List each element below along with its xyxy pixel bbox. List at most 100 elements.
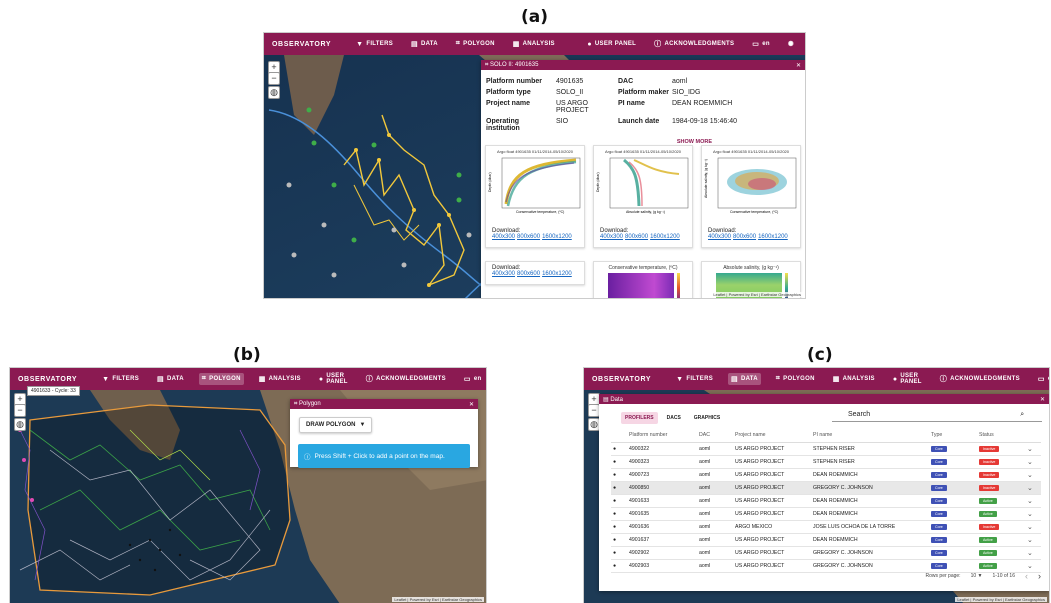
nav-analysis[interactable]: ▦ ANALYSIS xyxy=(258,376,301,383)
expand-chevron-icon[interactable]: ⌄ xyxy=(1025,481,1041,495)
nav-acknowledgments[interactable]: ⓘ ACKNOWLEDGMENTS xyxy=(654,41,735,48)
tab-dacs[interactable]: DACS xyxy=(666,415,681,421)
nav-filters[interactable]: ▼ FILTERS xyxy=(102,375,140,383)
nav-polygon[interactable]: ⌗ POLYGON xyxy=(455,40,495,47)
location-pin-icon[interactable]: ● xyxy=(611,546,627,560)
location-pin-icon[interactable]: ● xyxy=(611,494,627,508)
brand[interactable]: OBSERVATORY xyxy=(592,375,652,383)
nav-filters[interactable]: ▼ FILTERS xyxy=(676,375,714,383)
col-pi-name[interactable]: PI name xyxy=(811,428,929,443)
tab-profilers[interactable]: PROFILERS xyxy=(621,412,658,424)
location-pin-icon[interactable]: ● xyxy=(611,507,627,521)
nav-analysis[interactable]: ▦ ANALYSIS xyxy=(512,41,555,48)
download-400[interactable]: 400x300 xyxy=(492,271,516,277)
table-row[interactable]: ● 4900322 aoml US ARGO PROJECT STEPHEN RISER… xyxy=(611,442,1041,456)
col-project-name[interactable]: Project name xyxy=(733,428,811,443)
brand[interactable]: OBSERVATORY xyxy=(272,40,332,48)
download-1600[interactable]: 1600x1200 xyxy=(758,234,788,240)
location-pin-icon[interactable]: ● xyxy=(611,468,627,482)
expand-chevron-icon[interactable]: ⌄ xyxy=(1025,468,1041,482)
map-attribution[interactable]: Leaflet | Powered by Esri | Earthstar Ge… xyxy=(955,597,1047,602)
status-badge: Active xyxy=(979,563,997,569)
analysis-icon: ▦ xyxy=(832,376,840,383)
zoom-out-button[interactable]: − xyxy=(268,72,280,85)
download-1600[interactable]: 1600x1200 xyxy=(542,271,572,277)
prev-page-icon[interactable]: ‹ xyxy=(1025,571,1028,581)
cell-project: US ARGO PROJECT xyxy=(733,468,811,482)
tab-graphics[interactable]: GRAPHICS xyxy=(693,415,721,421)
nav-user-panel[interactable]: ● USER PANEL xyxy=(318,373,348,385)
search-input[interactable]: Search ⌕ xyxy=(832,411,1042,422)
nav-data[interactable]: ▤ DATA xyxy=(728,373,761,385)
colorbar xyxy=(677,273,680,298)
layers-icon[interactable]: ◍ xyxy=(268,86,280,99)
col-platform-number[interactable]: Platform number xyxy=(627,428,697,443)
download-800[interactable]: 800x600 xyxy=(517,234,541,240)
nav-language[interactable]: ▭en xyxy=(752,41,770,48)
expand-chevron-icon[interactable]: ⌄ xyxy=(1025,455,1041,469)
expand-chevron-icon[interactable]: ⌄ xyxy=(1025,507,1041,521)
nav-acknowledgments[interactable]: ⓘ ACKNOWLEDGMENTS xyxy=(365,376,446,383)
table-row[interactable]: ● 4901637 aoml US ARGO PROJECT DEAN ROEMMICH… xyxy=(611,533,1041,547)
location-pin-icon[interactable]: ● xyxy=(611,442,627,456)
next-page-icon[interactable]: › xyxy=(1038,571,1041,581)
show-more-button[interactable]: SHOW MORE xyxy=(676,139,712,145)
table-row[interactable]: ● 4900723 aoml US ARGO PROJECT DEAN ROEMMICH… xyxy=(611,468,1041,482)
download-400[interactable]: 400x300 xyxy=(492,234,516,240)
nav-settings[interactable]: ✺ xyxy=(785,38,797,50)
zoom-in-button[interactable]: + xyxy=(14,393,26,406)
rows-per-page-select[interactable]: 10 ▼ xyxy=(970,573,983,579)
close-icon[interactable]: ✕ xyxy=(795,62,801,69)
nav-acknowledgments[interactable]: ⓘ ACKNOWLEDGMENTS xyxy=(939,376,1020,383)
expand-chevron-icon[interactable]: ⌄ xyxy=(1025,546,1041,560)
nav-analysis[interactable]: ▦ ANALYSIS xyxy=(832,376,875,383)
nav-data[interactable]: ▤ DATA xyxy=(411,41,438,48)
table-row[interactable]: ● 4901633 aoml US ARGO PROJECT DEAN ROEMMICH… xyxy=(611,494,1041,508)
download-800[interactable]: 800x600 xyxy=(517,271,541,277)
table-row[interactable]: ● 4901635 aoml US ARGO PROJECT DEAN ROEMMICH… xyxy=(611,507,1041,521)
zoom-out-button[interactable]: − xyxy=(14,404,26,417)
expand-chevron-icon[interactable]: ⌄ xyxy=(1025,520,1041,534)
table-row[interactable]: ● 4901636 aoml ARGO MEXICO JOSE LUIS OCHOA D… xyxy=(611,520,1041,534)
close-icon[interactable]: ✕ xyxy=(468,401,474,408)
download-400[interactable]: 400x300 xyxy=(708,234,732,240)
location-pin-icon[interactable]: ● xyxy=(611,559,627,573)
location-pin-icon[interactable]: ● xyxy=(611,520,627,534)
cell-pi: DEAN ROEMMICH xyxy=(811,468,929,482)
download-1600[interactable]: 1600x1200 xyxy=(542,234,572,240)
download-400[interactable]: 400x300 xyxy=(600,234,624,240)
brand[interactable]: OBSERVATORY xyxy=(18,375,78,383)
download-800[interactable]: 800x600 xyxy=(733,234,757,240)
nav-filters[interactable]: ▼ FILTERS xyxy=(356,40,394,48)
expand-chevron-icon[interactable]: ⌄ xyxy=(1025,533,1041,547)
table-row[interactable]: ● 4902903 aoml US ARGO PROJECT GREGORY C. JO… xyxy=(611,559,1041,573)
nav-language[interactable]: ▭en xyxy=(463,376,482,383)
col-type[interactable]: Type xyxy=(929,428,977,443)
nav-language[interactable]: ▭en xyxy=(1035,373,1049,385)
location-pin-icon[interactable]: ● xyxy=(611,481,627,495)
table-row[interactable]: ● 4900323 aoml US ARGO PROJECT STEPHEN RISER… xyxy=(611,455,1041,469)
nav-user-panel[interactable]: ● USER PANEL xyxy=(587,40,637,48)
col-status[interactable]: Status xyxy=(977,428,1025,443)
location-pin-icon[interactable]: ● xyxy=(611,533,627,547)
layers-icon[interactable]: ◍ xyxy=(14,418,26,431)
map-attribution[interactable]: Leaflet | Powered by Esri | Earthstar Ge… xyxy=(711,292,803,297)
expand-chevron-icon[interactable]: ⌄ xyxy=(1025,559,1041,573)
location-pin-icon[interactable]: ● xyxy=(611,455,627,469)
nav-polygon[interactable]: ⌗ POLYGON xyxy=(775,375,815,382)
table-row[interactable]: ● 4900850 aoml US ARGO PROJECT GREGORY C. JO… xyxy=(611,481,1041,495)
download-800[interactable]: 800x600 xyxy=(625,234,649,240)
zoom-out-button[interactable]: − xyxy=(588,404,600,417)
col-dac[interactable]: DAC xyxy=(697,428,733,443)
nav-user-panel[interactable]: ● USER PANEL xyxy=(892,373,922,385)
expand-chevron-icon[interactable]: ⌄ xyxy=(1025,494,1041,508)
nav-data[interactable]: ▤ DATA xyxy=(157,376,184,383)
nav-polygon[interactable]: ⌗ POLYGON xyxy=(198,373,244,385)
map-attribution[interactable]: Leaflet | Powered by Esri | Earthstar Ge… xyxy=(392,597,484,602)
draw-polygon-button[interactable]: DRAW POLYGON ▼ xyxy=(299,417,373,433)
expand-chevron-icon[interactable]: ⌄ xyxy=(1025,442,1041,456)
close-icon[interactable]: ✕ xyxy=(1039,396,1045,403)
search-icon[interactable]: ⌕ xyxy=(1020,411,1025,418)
download-1600[interactable]: 1600x1200 xyxy=(650,234,680,240)
table-row[interactable]: ● 4902902 aoml US ARGO PROJECT GREGORY C. JO… xyxy=(611,546,1041,560)
